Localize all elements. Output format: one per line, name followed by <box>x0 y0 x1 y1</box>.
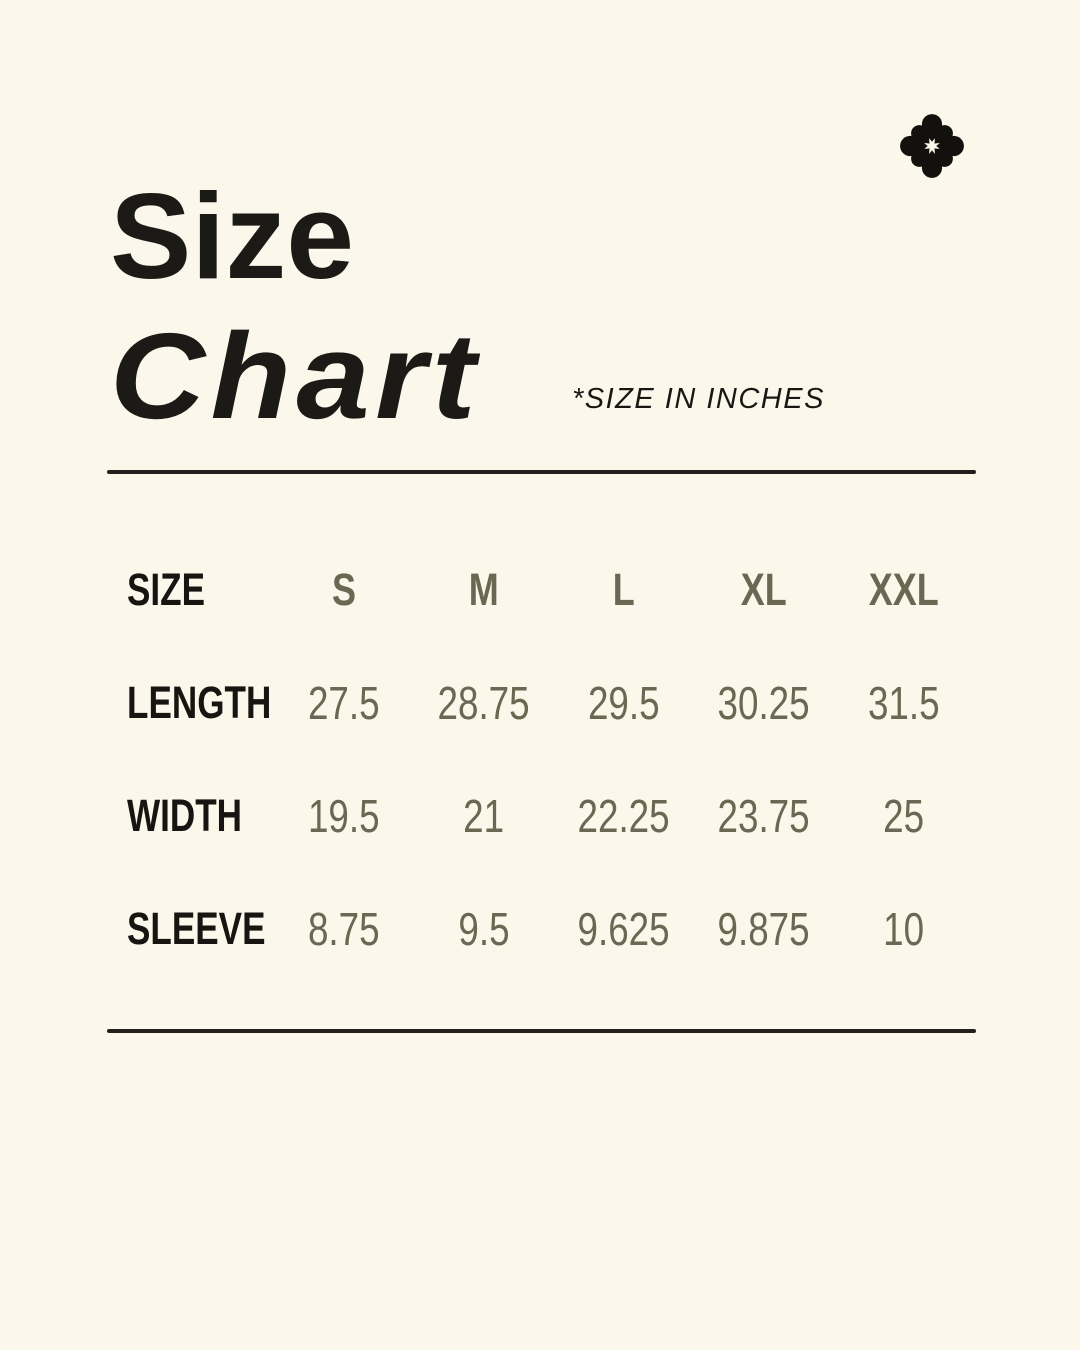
row-label-length: LENGTH <box>127 677 272 728</box>
table-cell: 8.75 <box>308 903 380 955</box>
page-title: Size Chart <box>110 166 476 446</box>
table-cell: 10 <box>883 903 925 955</box>
table-cell: 29.5 <box>588 677 660 729</box>
bottom-divider <box>107 1029 976 1033</box>
table-cell: 28.75 <box>437 677 531 729</box>
column-header-l: L <box>613 564 635 615</box>
units-note: *SIZE IN INCHES <box>572 383 825 415</box>
top-divider <box>107 470 976 474</box>
table-header-row: SIZE S M L XL XXL <box>107 567 976 613</box>
table-row-length: LENGTH 27.5 28.75 29.5 30.25 31.5 <box>107 677 976 729</box>
table-header-size-label: SIZE <box>127 564 206 615</box>
row-label-sleeve: SLEEVE <box>127 903 266 954</box>
table-cell: 9.875 <box>717 903 811 955</box>
table-cell: 23.75 <box>717 790 811 842</box>
flower-icon <box>900 114 964 178</box>
column-header-xl: XL <box>740 564 787 615</box>
table-cell: 22.25 <box>577 790 671 842</box>
table-row-sleeve: SLEEVE 8.75 9.5 9.625 9.875 10 <box>107 903 976 955</box>
table-cell: 21 <box>463 790 505 842</box>
column-header-xxl: XXL <box>868 564 940 615</box>
table-cell: 9.625 <box>577 903 671 955</box>
column-header-s: S <box>331 564 356 615</box>
table-cell: 25 <box>883 790 925 842</box>
column-header-m: M <box>469 564 499 615</box>
row-label-width: WIDTH <box>127 790 243 841</box>
table-cell: 27.5 <box>308 677 380 729</box>
table-cell: 30.25 <box>717 677 811 729</box>
table-row-width: WIDTH 19.5 21 22.25 23.75 25 <box>107 790 976 842</box>
table-cell: 9.5 <box>458 903 510 955</box>
page-title-line2: Chart <box>110 308 482 444</box>
size-table: SIZE S M L XL XXL LENGTH 27.5 28.75 29.5… <box>107 567 976 955</box>
table-cell: 31.5 <box>868 677 940 729</box>
page-title-line1: Size <box>110 168 355 304</box>
table-cell: 19.5 <box>308 790 380 842</box>
